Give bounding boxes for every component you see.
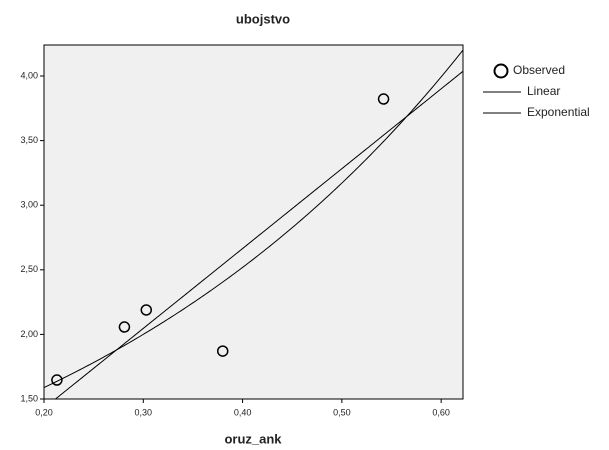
x-tick-label: 0,40 [234,407,252,417]
data-point [216,345,229,357]
x-tick-label: 0,50 [333,407,351,417]
x-tick-label: 0,30 [135,407,153,417]
legend-marker [493,63,509,79]
data-point [377,93,390,105]
data-point [118,321,131,333]
legend-label: Observed [513,63,565,77]
y-tick-label: 3,00 [20,200,38,210]
legend-label: Linear [527,84,560,98]
y-tick-label: 3,50 [20,135,38,145]
x-axis-label: oruz_ank [224,431,282,446]
y-tick-label: 2,50 [20,264,38,274]
y-tick-label: 4,00 [20,70,38,80]
plot-area [43,44,464,400]
x-tick-label: 0,60 [432,407,450,417]
y-tick-label: 1,50 [20,393,38,403]
data-point [51,374,63,386]
x-tick-label: 0,20 [35,407,53,417]
data-point [140,304,153,316]
y-tick-label: 2,00 [20,329,38,339]
fit-line [54,70,463,399]
fit-line [44,49,463,389]
legend-label: Exponential [527,105,590,119]
chart-title: ubojstvo [236,11,290,26]
